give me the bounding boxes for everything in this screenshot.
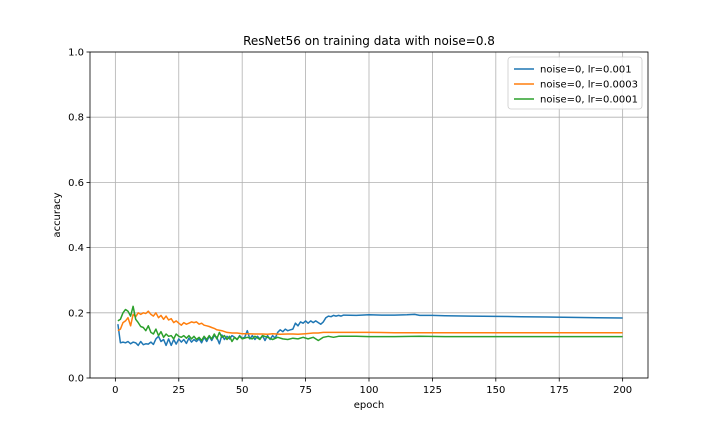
- x-tick-label: 200: [613, 385, 632, 396]
- x-tick-label: 125: [423, 385, 442, 396]
- x-tick-label: 150: [486, 385, 505, 396]
- x-tick-label: 100: [359, 385, 378, 396]
- legend-box: [507, 56, 643, 110]
- y-tick-label: 1.0: [68, 48, 84, 59]
- y-tick-label: 0.6: [68, 178, 84, 189]
- x-tick-label: 25: [172, 385, 185, 396]
- axis-ticks: 0 25 50 75 100 125 150 175 200 0.0 0.2 0.4 0.6 0.8 1.0: [68, 48, 632, 397]
- y-axis-label: accuracy: [52, 192, 63, 237]
- x-axis-label: epoch: [354, 400, 384, 411]
- legend-label: noise=0, lr=0.001: [540, 65, 632, 76]
- series-line-3: [117, 305, 623, 343]
- legend-label: noise=0, lr=0.0003: [540, 80, 638, 91]
- x-tick-label: 175: [550, 385, 569, 396]
- y-tick-label: 0.2: [68, 308, 84, 319]
- y-tick-label: 0.4: [68, 243, 84, 254]
- legend: noise=0, lr=0.001 noise=0, lr=0.0003 noise…: [507, 56, 643, 110]
- x-tick-label: 0: [112, 385, 118, 396]
- series-line-1: [117, 313, 623, 347]
- series-lines: [117, 305, 623, 347]
- y-tick-label: 0.8: [68, 113, 84, 124]
- series-line-2: [117, 310, 623, 336]
- chart-title: ResNet56 on training data with noise=0.8: [243, 34, 495, 48]
- y-tick-label: 0.0: [68, 374, 84, 385]
- x-tick-label: 50: [236, 385, 249, 396]
- x-tick-label: 75: [299, 385, 312, 396]
- legend-label: noise=0, lr=0.0001: [540, 95, 638, 106]
